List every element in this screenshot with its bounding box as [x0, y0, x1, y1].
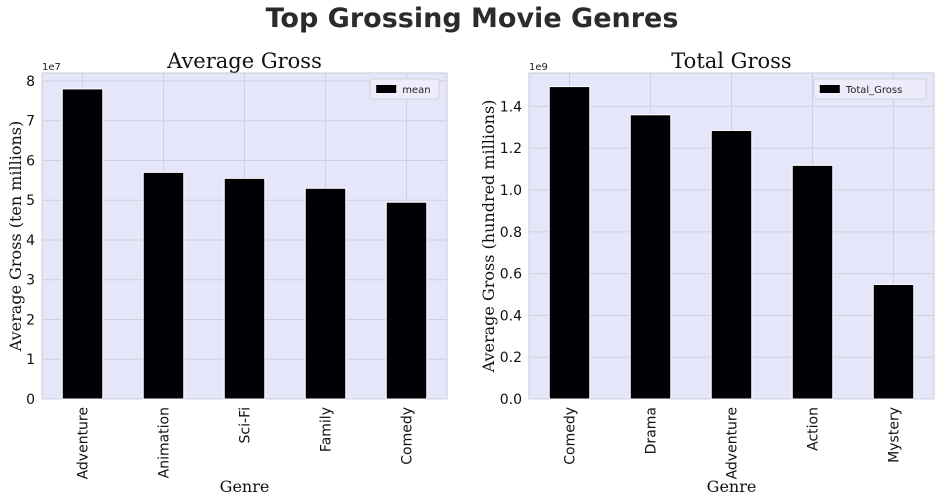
y-tick-label: 7 — [26, 114, 35, 130]
x-tick-label: Adventure — [725, 407, 741, 479]
bar-drama — [629, 114, 672, 400]
y-tick-label: 8 — [26, 74, 35, 90]
legend-swatch — [819, 85, 840, 93]
bar-mystery — [872, 283, 915, 400]
y-tick-label: 1.0 — [500, 183, 522, 199]
y-tick-label: 0.0 — [500, 392, 522, 408]
bar-comedy — [385, 201, 428, 400]
y-tick-label: 0.6 — [500, 267, 522, 283]
y-tick-label: 4 — [26, 233, 35, 249]
bar-family — [304, 187, 347, 400]
legend-label: Total_Gross — [845, 85, 903, 96]
axis-offset-label: 1e7 — [42, 62, 61, 73]
y-tick-label: 3 — [26, 273, 35, 289]
y-tick-label: 1.2 — [500, 141, 522, 157]
x-tick-label: Action — [806, 407, 822, 451]
y-tick-label: 5 — [26, 193, 35, 209]
legend: Total_Gross — [813, 78, 927, 100]
bar-adventure — [710, 129, 753, 400]
y-tick-label: 0.8 — [500, 225, 522, 241]
x-tick-label: Adventure — [76, 407, 92, 479]
figure-title: Top Grossing Movie Genres — [266, 3, 679, 34]
y-tick-label: 0.2 — [500, 350, 522, 366]
average-gross-chart: 0 1 2 3 4 5 6 7 8 Adventure Animation Sci-Fi Family C… — [6, 49, 448, 496]
y-tick-label: 0 — [26, 392, 35, 408]
x-tick-label: Drama — [644, 407, 660, 454]
chart-title: Total Gross — [671, 49, 791, 73]
y-tick-label: 0.4 — [500, 308, 522, 324]
x-tick-label: Sci-Fi — [238, 407, 254, 443]
y-axis-label: Average Gross (ten millions) — [6, 121, 25, 353]
total-gross-chart: 0.0 0.2 0.4 0.6 0.8 1.0 1.2 1.4 Comedy Drama Adven… — [479, 49, 935, 496]
x-tick-label: Comedy — [563, 407, 579, 465]
x-axis-label: Genre — [220, 477, 270, 496]
x-tick-label: Family — [319, 407, 335, 452]
legend-swatch — [376, 85, 397, 93]
bar-sci-fi — [223, 177, 266, 400]
bar-adventure — [61, 88, 104, 400]
chart-title: Average Gross — [166, 49, 322, 73]
bar-animation — [142, 171, 185, 400]
y-tick-label: 1.4 — [500, 99, 522, 115]
legend-box — [369, 78, 440, 100]
y-tick-label: 6 — [26, 153, 35, 169]
x-axis-label: Genre — [707, 477, 757, 496]
x-tick-label: Animation — [157, 407, 173, 478]
y-tick-label: 2 — [26, 312, 35, 328]
legend-box — [813, 78, 927, 100]
y-tick-label: 1 — [26, 352, 35, 368]
legend: mean — [369, 78, 440, 100]
bar-comedy — [548, 86, 591, 400]
axis-offset-label: 1e9 — [529, 62, 548, 73]
bar-action — [791, 164, 834, 400]
y-axis-label: Average Gross (hundred millions) — [479, 100, 498, 374]
x-tick-label: Comedy — [400, 407, 416, 465]
legend-label: mean — [402, 85, 430, 96]
x-tick-label: Mystery — [887, 407, 903, 463]
